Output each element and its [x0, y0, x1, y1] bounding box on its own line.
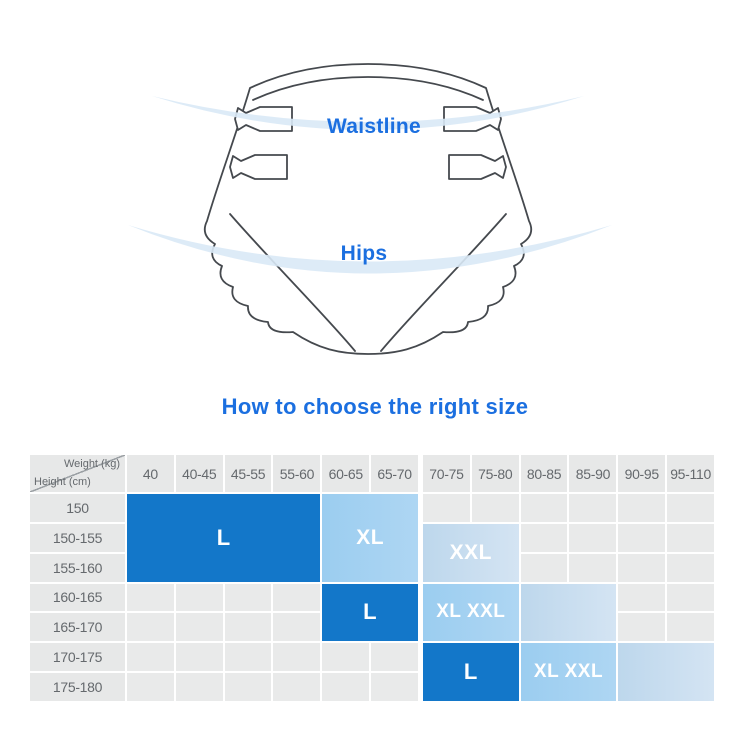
height-row-label: 155-160: [30, 553, 125, 582]
diaper-outline: [203, 63, 533, 355]
size-region-l: L: [422, 643, 519, 701]
height-axis-label: Height (cm): [34, 476, 91, 488]
grid-cell: [471, 494, 519, 522]
grid-cell: [371, 643, 418, 672]
grid-cell: [569, 494, 617, 522]
weight-col-header: 40: [127, 455, 174, 492]
grid-cell: [175, 643, 223, 672]
grid-cell: [224, 613, 272, 642]
grid-cell: [224, 673, 272, 701]
height-row-label: 170-175: [30, 643, 125, 672]
grid-cell: [569, 523, 617, 552]
weight-col-header: 40-45: [175, 455, 223, 492]
grid-cell: [224, 643, 272, 672]
waistline-label: Waistline: [327, 115, 421, 138]
left-leg-seam-line: [229, 213, 356, 352]
grid-cell: [569, 553, 617, 582]
grid-cell: [175, 613, 223, 642]
grid-cell: [322, 643, 370, 672]
right-leg-seam-line: [380, 213, 507, 352]
size-region-xl-xxl: XL XXL: [422, 583, 519, 642]
grid-cell: [520, 523, 568, 552]
size-region-l: L: [322, 583, 418, 642]
height-row-label: 175-180: [30, 673, 125, 701]
side-tab-lower-right: [448, 154, 507, 180]
height-row-label: 160-165: [30, 583, 125, 612]
height-row-label: 150: [30, 494, 125, 522]
grid-cell: [618, 523, 666, 552]
grid-cell: [667, 553, 714, 582]
height-row-label: 165-170: [30, 613, 125, 642]
grid-cell: [127, 613, 174, 642]
weight-axis-label: Weight (kg): [63, 458, 120, 470]
grid-cell: [667, 583, 714, 612]
grid-cell: [175, 673, 223, 701]
grid-cell: [175, 583, 223, 612]
grid-cell: [322, 673, 370, 701]
grid-cell: [667, 494, 714, 522]
size-region-fade: [520, 583, 617, 642]
height-row-label: 150-155: [30, 523, 125, 552]
grid-cell: [127, 583, 174, 612]
grid-cell: [520, 553, 568, 582]
weight-col-header: 90-95: [618, 455, 666, 492]
grid-cell: [422, 494, 470, 522]
grid-cell: [371, 673, 418, 701]
axis-corner-cell: Weight (kg) Height (cm): [30, 455, 125, 492]
hips-label: Hips: [341, 242, 388, 265]
size-region-xl: XL: [322, 494, 418, 582]
weight-col-header: 70-75: [422, 455, 470, 492]
grid-cell: [127, 643, 174, 672]
side-tab-lower-left: [229, 154, 288, 180]
weight-col-header: 65-70: [371, 455, 418, 492]
grid-cell: [273, 613, 321, 642]
grid-cell: [618, 553, 666, 582]
grid-cell: [127, 673, 174, 701]
size-chart-grid: Weight (kg) Height (cm) 40 40-45 45-55 55-6…: [30, 455, 714, 701]
grid-cell: [520, 494, 568, 522]
diaper-illustration: Waistline Hips: [128, 63, 612, 355]
grid-cell: [618, 583, 666, 612]
grid-cell: [224, 583, 272, 612]
weight-col-header: 80-85: [520, 455, 568, 492]
grid-cell: [273, 643, 321, 672]
weight-col-header: 45-55: [224, 455, 272, 492]
grid-cell: [618, 613, 666, 642]
size-region-fade: [618, 643, 714, 701]
size-region-xl-xxl: XL XXL: [520, 643, 617, 701]
size-region-l: L: [127, 494, 321, 582]
size-region-xxl: XXL: [422, 523, 519, 582]
weight-col-header: 95-110: [667, 455, 714, 492]
weight-col-header: 75-80: [471, 455, 519, 492]
grid-cell: [273, 673, 321, 701]
grid-cell: [618, 494, 666, 522]
weight-col-header: 85-90: [569, 455, 617, 492]
weight-col-header: 55-60: [273, 455, 321, 492]
weight-col-header: 60-65: [322, 455, 370, 492]
grid-cell: [273, 583, 321, 612]
waistline-arc: [152, 96, 584, 130]
grid-cell: [667, 613, 714, 642]
waistband-seam-line: [252, 76, 484, 101]
grid-cell: [667, 523, 714, 552]
hips-arc: [128, 225, 612, 274]
page-title: How to choose the right size: [221, 394, 529, 419]
